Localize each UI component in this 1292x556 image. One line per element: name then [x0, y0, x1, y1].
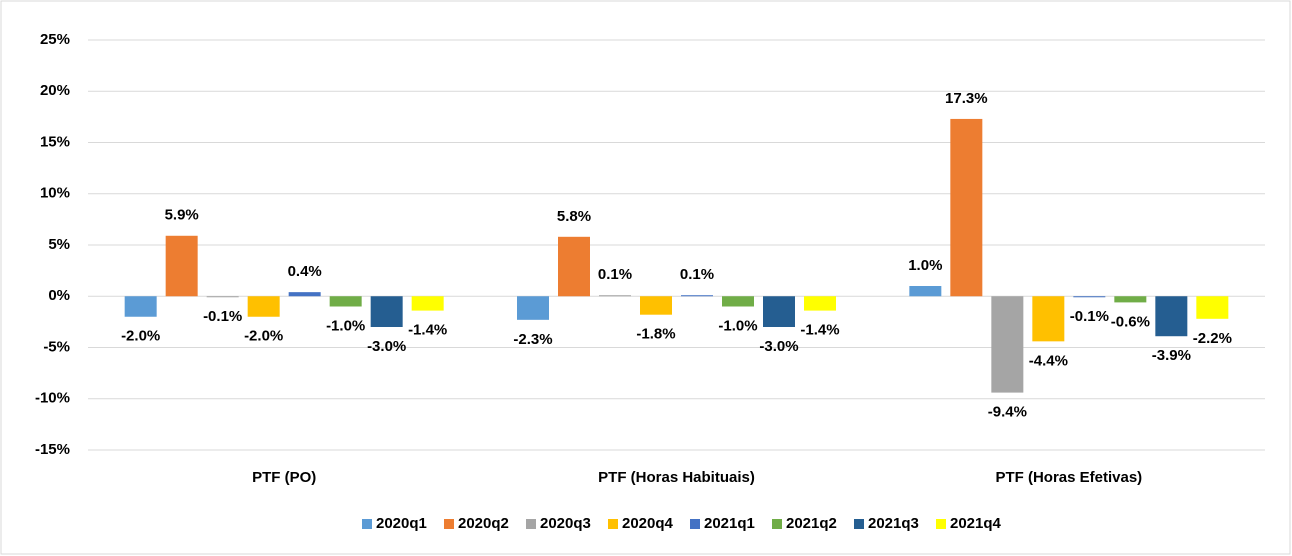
data-label: 5.9%	[165, 207, 199, 224]
bar	[1073, 296, 1106, 298]
x-tick-label: PTF (Horas Habituais)	[598, 469, 755, 486]
legend-swatch	[526, 519, 536, 529]
y-tick-label: -10%	[35, 390, 70, 407]
y-tick-label: 0%	[48, 287, 70, 304]
legend-swatch	[690, 519, 700, 529]
data-label: 1.0%	[908, 257, 942, 274]
data-label: -2.2%	[1193, 330, 1232, 347]
bar	[165, 235, 198, 297]
data-label: -3.9%	[1152, 347, 1191, 364]
legend-label: 2021q2	[786, 515, 837, 532]
y-tick-label: -5%	[43, 338, 70, 355]
bar	[329, 296, 362, 307]
legend-swatch	[362, 519, 372, 529]
y-tick-label: 25%	[40, 31, 70, 48]
legend-label: 2021q3	[868, 515, 919, 532]
bar	[722, 296, 754, 307]
data-label: -1.0%	[718, 317, 757, 334]
legend-swatch	[854, 519, 864, 529]
bar	[1155, 296, 1188, 337]
y-tick-label: -15%	[35, 441, 70, 458]
bar	[991, 296, 1024, 393]
legend-swatch	[444, 519, 454, 529]
legend-swatch	[608, 519, 618, 529]
bar	[640, 296, 672, 315]
data-label: -3.0%	[367, 338, 406, 355]
legend-label: 2020q4	[622, 515, 674, 532]
data-label: -2.0%	[121, 328, 160, 345]
data-label: 0.1%	[598, 266, 632, 283]
bar	[124, 296, 157, 317]
data-label: -0.1%	[1070, 308, 1109, 325]
bar	[1196, 296, 1229, 319]
bar	[411, 296, 444, 311]
bar	[763, 296, 795, 327]
bar	[558, 236, 590, 297]
legend-label: 2021q1	[704, 515, 755, 532]
bar	[599, 295, 631, 297]
bar	[1114, 296, 1147, 303]
data-label: 0.1%	[680, 266, 714, 283]
data-label: -9.4%	[988, 404, 1027, 421]
data-label: -4.4%	[1029, 352, 1068, 369]
legend-label: 2020q1	[376, 515, 427, 532]
data-label: -2.3%	[513, 331, 552, 348]
x-tick-label: PTF (PO)	[252, 469, 316, 486]
bar	[804, 296, 836, 311]
data-label: -1.8%	[636, 326, 675, 343]
data-label: -0.6%	[1111, 313, 1150, 330]
bar	[288, 292, 321, 297]
data-label: 17.3%	[945, 90, 988, 107]
legend-swatch	[936, 519, 946, 529]
data-label: -0.1%	[203, 308, 242, 325]
bar	[517, 296, 549, 320]
data-label: 0.4%	[288, 263, 322, 280]
bar	[950, 118, 983, 297]
bar	[247, 296, 280, 317]
y-tick-label: 10%	[40, 185, 70, 202]
data-label: -3.0%	[759, 338, 798, 355]
data-label: -1.4%	[408, 322, 447, 339]
bar	[206, 296, 239, 298]
y-tick-label: 5%	[48, 236, 70, 253]
legend-swatch	[772, 519, 782, 529]
bar	[370, 296, 403, 327]
legend-label: 2020q2	[458, 515, 509, 532]
legend-label: 2021q4	[950, 515, 1002, 532]
x-tick-label: PTF (Horas Efetivas)	[995, 469, 1142, 486]
data-label: -2.0%	[244, 328, 283, 345]
bar	[681, 295, 713, 297]
bar	[909, 286, 942, 297]
y-tick-label: 15%	[40, 133, 70, 150]
data-label: -1.0%	[326, 317, 365, 334]
data-label: -1.4%	[800, 322, 839, 339]
data-label: 5.8%	[557, 208, 591, 225]
y-tick-label: 20%	[40, 82, 70, 99]
bar	[1032, 296, 1065, 342]
legend-label: 2020q3	[540, 515, 591, 532]
